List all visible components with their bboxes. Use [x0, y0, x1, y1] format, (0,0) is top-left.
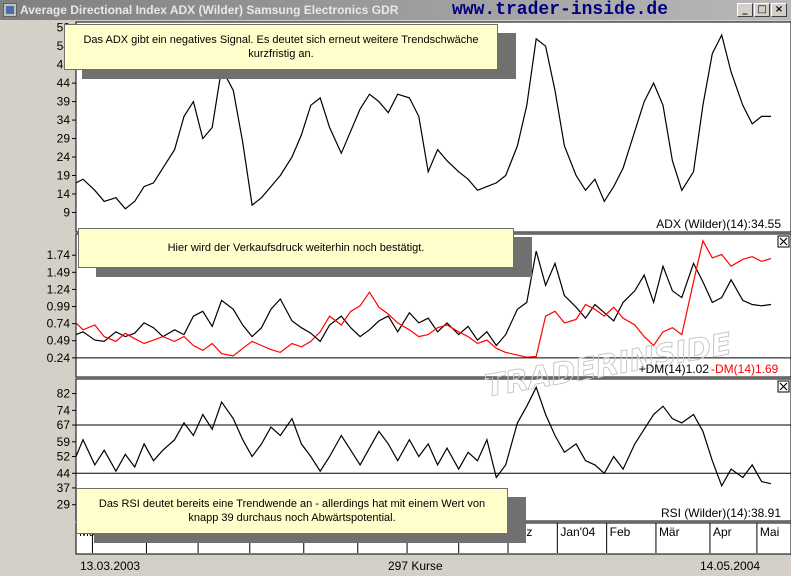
time-axis-label: Mai [760, 525, 779, 539]
time-axis-label: Mär [659, 525, 680, 539]
panel-1-y-tick-label: 39 [57, 95, 71, 109]
status-bar: 13.03.2003 297 Kurse 14.05.2004 [0, 556, 791, 576]
panel-3-y-tick-label: 29 [57, 498, 71, 512]
time-axis-label: Feb [610, 525, 631, 539]
panel-3-y-tick-label: 52 [57, 449, 71, 463]
chart-area: TRADERINSIDE 914192429343944495459ADX (W… [0, 20, 791, 556]
adx-annotation: Das ADX gibt ein negatives Signal. Es de… [64, 24, 498, 70]
status-count: 297 Kurse [388, 559, 443, 573]
time-axis-label: Apr [713, 525, 732, 539]
panel-1-y-tick-label: 14 [57, 187, 71, 201]
title-bar: Average Directional Index ADX (Wilder) S… [0, 0, 791, 20]
panel-3-y-tick-label: 67 [57, 418, 71, 432]
panel-3-y-tick-label: 44 [57, 466, 71, 480]
dm-annotation: Hier wird der Verkaufsdruck weiterhin no… [78, 228, 514, 268]
panel-1-y-tick-label: 19 [57, 169, 71, 183]
status-start-date: 13.03.2003 [80, 559, 141, 573]
panel-1-y-tick-label: 29 [57, 132, 71, 146]
panel-2-y-tick-label: 1.49 [47, 265, 71, 279]
panel-1-y-tick-label: 44 [57, 76, 71, 90]
panel-2-series-2-line [75, 239, 772, 358]
panel-2-y-tick-label: 0.24 [47, 351, 71, 365]
status-end-date: 14.05.2004 [700, 559, 761, 573]
dm-plus-label: +DM(14)1.02 [639, 362, 710, 376]
panel-2-close-icon [779, 237, 788, 246]
dm-minus-label: -DM(14)1.69 [711, 362, 779, 376]
close-button[interactable]: × [771, 3, 787, 17]
app-icon[interactable] [3, 3, 17, 17]
panel-2-y-tick-label: 0.74 [47, 317, 71, 331]
panel-1-title: ADX (Wilder)(14):34.55 [656, 217, 781, 231]
panel-3-y-tick-label: 37 [57, 481, 71, 495]
panel-3-title: RSI (Wilder)(14):38.91 [661, 506, 781, 520]
panel-1-y-tick-label: 34 [57, 113, 71, 127]
panel-1-y-tick-label: 9 [63, 205, 70, 219]
time-axis-label: Jan'04 [560, 525, 595, 539]
panel-3-y-tick-label: 82 [57, 387, 71, 401]
window-title: Average Directional Index ADX (Wilder) S… [20, 3, 399, 17]
panel-2-y-tick-label: 1.24 [47, 282, 71, 296]
panel-1-y-tick-label: 24 [57, 150, 71, 164]
panel-2-y-tick-label: 0.99 [47, 300, 71, 314]
panel-3-series-1-line [75, 385, 772, 488]
website-url: www.trader-inside.de [452, 0, 669, 20]
minimize-button[interactable]: _ [737, 3, 753, 17]
panel-3-y-tick-label: 74 [57, 403, 71, 417]
panel-2-series-1-line [75, 250, 772, 347]
panel-2-y-tick-label: 1.74 [47, 248, 71, 262]
panel-1-series-1-line [75, 33, 771, 210]
panel-3-y-tick-label: 59 [57, 435, 71, 449]
panel-3-close-icon [779, 382, 788, 391]
panel-2-y-tick-label: 0.49 [47, 334, 71, 348]
rsi-annotation: Das RSI deutet bereits eine Trendwende a… [76, 488, 508, 534]
time-axis-label: Dez [511, 525, 532, 539]
maximize-button[interactable]: □ [754, 3, 770, 17]
